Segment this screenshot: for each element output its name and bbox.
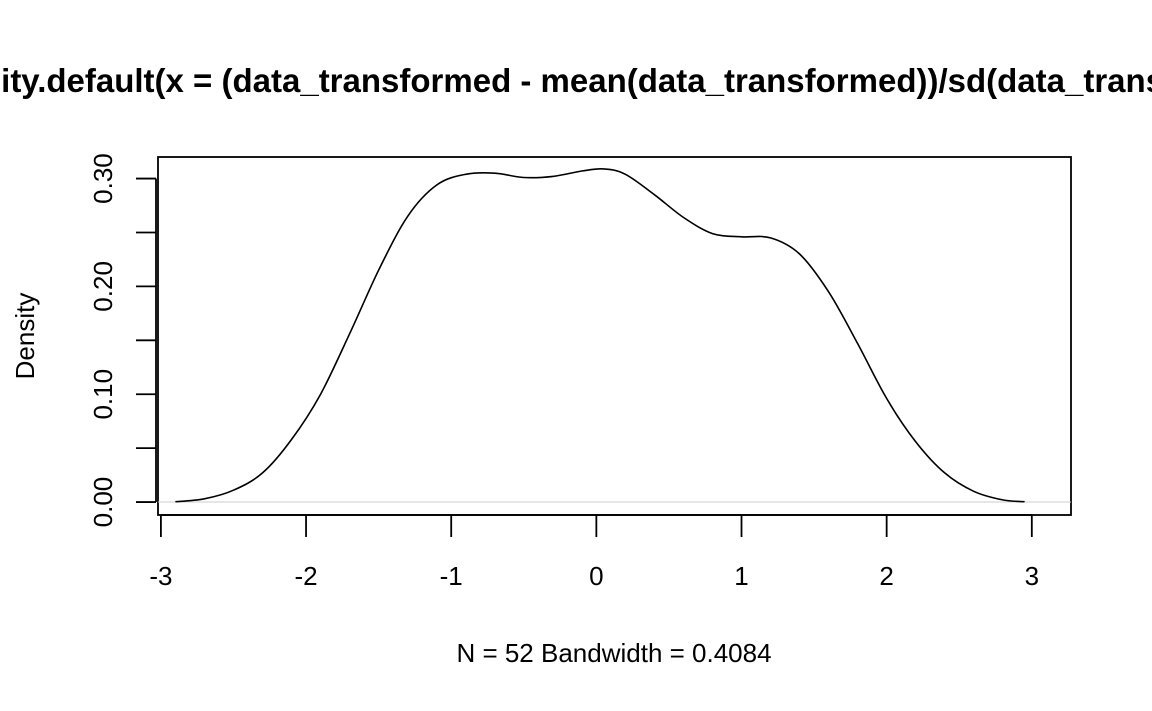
y-tick-label: 0.10 [88,369,118,420]
x-axis-label: N = 52 Bandwidth = 0.4084 [456,638,771,668]
density-curve [175,167,1025,503]
y-tick-label: 0.20 [88,261,118,312]
plot-frame [157,156,1072,516]
chart-title: density.default(x = (data_transformed - … [0,62,1152,99]
x-tick-label: 1 [734,561,748,591]
y-tick-label: 0.00 [88,477,118,528]
x-tick-label: 2 [879,561,893,591]
x-tick-label: 3 [1025,561,1039,591]
x-tick-label: -3 [149,561,172,591]
x-tick-label: -1 [440,561,463,591]
y-tick-label: 0.30 [88,153,118,204]
y-axis-label: Density [10,293,40,380]
y-axis: 0.00 0.10 0.20 0.30 [88,153,157,528]
x-tick-label: -2 [294,561,317,591]
x-axis: -3 -2 -1 0 1 2 3 [149,514,1039,591]
x-tick-label: 0 [589,561,603,591]
